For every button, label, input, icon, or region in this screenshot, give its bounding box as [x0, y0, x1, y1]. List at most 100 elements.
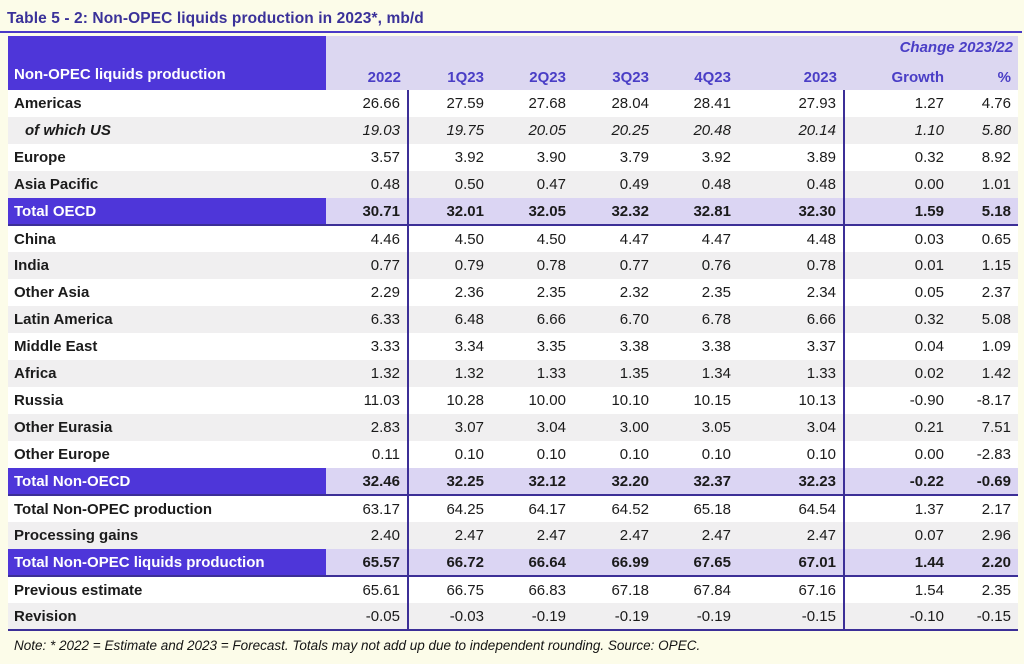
- value-cell: 0.02: [844, 360, 951, 387]
- table-row: Total Non-OPEC production 63.17 64.25 64.17…: [8, 495, 1018, 522]
- value-cell: -0.69: [951, 468, 1018, 496]
- table-row: Americas 26.66 27.59 27.68 28.04 28.41 27.93 1.…: [8, 90, 1018, 117]
- row-label: Middle East: [8, 333, 326, 360]
- value-cell: 32.37: [656, 468, 738, 496]
- value-cell: 0.50: [408, 171, 491, 198]
- value-cell: -0.19: [573, 603, 656, 631]
- value-cell: 6.33: [326, 306, 409, 333]
- value-cell: 2.47: [656, 522, 738, 549]
- value-cell: 5.08: [951, 306, 1018, 333]
- value-cell: 10.10: [573, 387, 656, 414]
- row-label: Total Non-OPEC liquids production: [8, 549, 326, 577]
- value-cell: 3.89: [738, 144, 845, 171]
- row-label: Revision: [8, 603, 326, 631]
- value-cell: 2.35: [491, 279, 573, 306]
- value-cell: 3.92: [408, 144, 491, 171]
- value-cell: 2.35: [951, 576, 1018, 603]
- table-row: Asia Pacific 0.48 0.50 0.47 0.49 0.48 0.48 0.00…: [8, 171, 1018, 198]
- value-cell: 3.90: [491, 144, 573, 171]
- value-cell: 4.50: [408, 225, 491, 252]
- value-cell: 3.33: [326, 333, 409, 360]
- value-cell: 6.66: [491, 306, 573, 333]
- value-cell: 2.34: [738, 279, 845, 306]
- value-cell: 0.48: [738, 171, 845, 198]
- table-row: Latin America 6.33 6.48 6.66 6.70 6.78 6.66 0.3…: [8, 306, 1018, 333]
- value-cell: 2.29: [326, 279, 409, 306]
- value-cell: 3.34: [408, 333, 491, 360]
- value-cell: 3.00: [573, 414, 656, 441]
- value-cell: 66.99: [573, 549, 656, 577]
- value-cell: 0.10: [408, 441, 491, 468]
- table-row: Total OECD 30.71 32.01 32.05 32.32 32.81 32.30…: [8, 198, 1018, 226]
- value-cell: 0.48: [656, 171, 738, 198]
- value-cell: 6.48: [408, 306, 491, 333]
- row-label: Africa: [8, 360, 326, 387]
- value-cell: 2.32: [573, 279, 656, 306]
- column-header-4q23: 4Q23: [656, 59, 738, 90]
- value-cell: 8.92: [951, 144, 1018, 171]
- value-cell: 1.37: [844, 495, 951, 522]
- column-header-1q23: 1Q23: [408, 59, 491, 90]
- value-cell: -0.15: [951, 603, 1018, 631]
- value-cell: 67.65: [656, 549, 738, 577]
- column-header-growth: Growth: [844, 59, 951, 90]
- column-header-2023: 2023: [738, 59, 844, 90]
- value-cell: 2.35: [656, 279, 738, 306]
- value-cell: 1.35: [573, 360, 656, 387]
- row-label: Other Eurasia: [8, 414, 326, 441]
- value-cell: 1.54: [844, 576, 951, 603]
- value-cell: 4.46: [326, 225, 409, 252]
- value-cell: 66.72: [408, 549, 491, 577]
- value-cell: 0.10: [656, 441, 738, 468]
- value-cell: 2.17: [951, 495, 1018, 522]
- table-row: Other Eurasia 2.83 3.07 3.04 3.00 3.05 3.04 0.2…: [8, 414, 1018, 441]
- value-cell: 1.15: [951, 252, 1018, 279]
- value-cell: 1.10: [844, 117, 951, 144]
- value-cell: 4.47: [573, 225, 656, 252]
- value-cell: -2.83: [951, 441, 1018, 468]
- value-cell: -0.03: [408, 603, 491, 631]
- value-cell: 66.75: [408, 576, 491, 603]
- value-cell: 1.42: [951, 360, 1018, 387]
- table-header: Non-OPEC liquids production Change 2023/…: [8, 36, 1018, 90]
- value-cell: 20.48: [656, 117, 738, 144]
- table-body: Americas 26.66 27.59 27.68 28.04 28.41 27.93 1.…: [8, 90, 1018, 631]
- value-cell: 27.59: [408, 90, 491, 117]
- row-label: Latin America: [8, 306, 326, 333]
- row-label: Europe: [8, 144, 326, 171]
- value-cell: 65.61: [326, 576, 409, 603]
- value-cell: 0.49: [573, 171, 656, 198]
- value-cell: 32.46: [326, 468, 409, 496]
- value-cell: 63.17: [326, 495, 409, 522]
- value-cell: 2.47: [573, 522, 656, 549]
- value-cell: 66.64: [491, 549, 573, 577]
- value-cell: 0.00: [844, 171, 951, 198]
- value-cell: 1.32: [408, 360, 491, 387]
- value-cell: 0.07: [844, 522, 951, 549]
- table-row: India 0.77 0.79 0.78 0.77 0.76 0.78 0.01 1.15: [8, 252, 1018, 279]
- value-cell: -0.19: [656, 603, 738, 631]
- value-cell: 1.09: [951, 333, 1018, 360]
- value-cell: 0.03: [844, 225, 951, 252]
- row-label: China: [8, 225, 326, 252]
- value-cell: 19.03: [326, 117, 409, 144]
- header-row-change: Non-OPEC liquids production Change 2023/…: [8, 36, 1018, 90]
- value-cell: 0.11: [326, 441, 409, 468]
- value-cell: 3.04: [738, 414, 845, 441]
- table-row: Middle East 3.33 3.34 3.35 3.38 3.38 3.37 0.04 1…: [8, 333, 1018, 360]
- value-cell: 3.92: [656, 144, 738, 171]
- value-cell: 6.78: [656, 306, 738, 333]
- value-cell: 26.66: [326, 90, 409, 117]
- value-cell: -0.90: [844, 387, 951, 414]
- value-cell: -8.17: [951, 387, 1018, 414]
- value-cell: 0.21: [844, 414, 951, 441]
- value-cell: 5.80: [951, 117, 1018, 144]
- value-cell: 0.76: [656, 252, 738, 279]
- value-cell: 11.03: [326, 387, 409, 414]
- value-cell: 64.17: [491, 495, 573, 522]
- value-cell: 32.12: [491, 468, 573, 496]
- value-cell: 2.37: [951, 279, 1018, 306]
- value-cell: 3.38: [573, 333, 656, 360]
- value-cell: 3.07: [408, 414, 491, 441]
- value-cell: 0.00: [844, 441, 951, 468]
